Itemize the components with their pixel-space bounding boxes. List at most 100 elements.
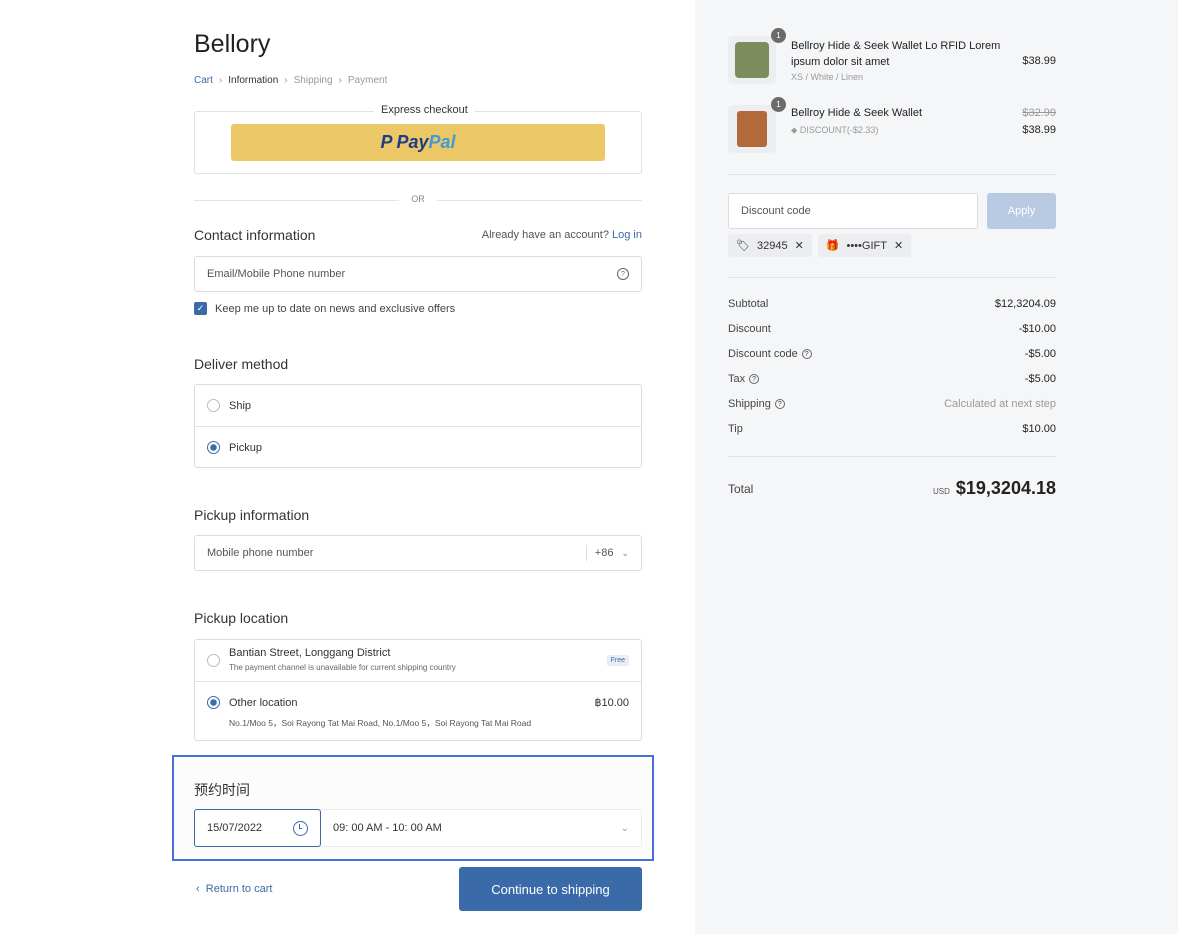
row-value: -$5.00: [1024, 373, 1056, 385]
tag-icon: ⬥: [791, 125, 798, 135]
radio-selected-icon: [207, 696, 220, 709]
breadcrumb-payment: Payment: [347, 75, 388, 86]
chevron-down-icon: ⌄: [621, 547, 629, 558]
account-prompt: Already have an account? Log in: [482, 229, 642, 241]
email-field[interactable]: Email/Mobile Phone number?: [194, 256, 642, 292]
express-checkout-label: Express checkout: [374, 104, 475, 116]
location-label: Other location: [229, 696, 298, 709]
row-value: $10.00: [1022, 423, 1056, 435]
paypal-pal: Pal: [428, 132, 456, 152]
newsletter-label: Keep me up to date on news and exclusive…: [215, 302, 456, 315]
country-code-select[interactable]: +86: [594, 547, 614, 559]
location-label: Bantian Street, Longgang District: [229, 647, 391, 659]
row-value: -$10.00: [1018, 323, 1056, 335]
product-name: Bellroy Hide & Seek Wallet Lo RFID Lorem…: [791, 40, 1001, 68]
applied-codes: 🏷 32945 ✕ 🎁 ••••GIFT ✕: [728, 234, 912, 257]
appointment-title: 预约时间: [194, 782, 250, 798]
quantity-badge: 1: [771, 28, 786, 43]
free-badge: Free: [606, 655, 629, 666]
location-option-other[interactable]: Other location ฿10.00 No.1/Moo 5，Soi Rayo…: [195, 682, 641, 740]
help-icon[interactable]: ?: [617, 268, 629, 280]
location-option-bantian[interactable]: Bantian Street, Longgang District The pa…: [195, 640, 641, 682]
chevron-right-icon: ›: [284, 75, 288, 86]
apply-button[interactable]: Apply: [987, 193, 1056, 229]
pickup-location-title: Pickup location: [194, 610, 289, 626]
discount-chip: 🏷 32945 ✕: [728, 234, 812, 257]
paypal-pay: Pay: [396, 132, 429, 152]
summary-discount: Discount -$10.00: [728, 323, 1056, 335]
radio-icon: [207, 399, 220, 412]
code-text: ••••GIFT: [846, 239, 887, 252]
help-icon[interactable]: ?: [774, 399, 785, 410]
help-icon[interactable]: ?: [801, 349, 812, 360]
or-divider: OR: [194, 194, 642, 204]
brand-logo: Bellory: [194, 30, 271, 58]
row-label: Tip: [728, 423, 743, 435]
close-icon[interactable]: ✕: [893, 240, 904, 252]
help-icon[interactable]: ?: [749, 374, 760, 385]
gift-chip: 🎁 ••••GIFT ✕: [817, 234, 912, 257]
time-value: 09: 00 AM - 10: 00 AM: [333, 822, 442, 834]
quantity-badge: 1: [771, 97, 786, 112]
paypal-logo-icon: P: [380, 132, 393, 152]
deliver-option-pickup[interactable]: Pickup: [195, 427, 641, 468]
breadcrumb-information: Information: [228, 75, 279, 86]
newsletter-checkbox[interactable]: ✓ Keep me up to date on news and exclusiv…: [194, 302, 455, 315]
original-price: $32.99: [1022, 107, 1056, 119]
chevron-down-icon: ⌄: [620, 822, 629, 834]
row-value: -$5.00: [1024, 348, 1056, 360]
deliver-options: Ship Pickup: [194, 384, 642, 468]
summary-subtotal: Subtotal $12,3204.09: [728, 298, 1056, 310]
chevron-left-icon: ‹: [196, 883, 200, 895]
option-label: Pickup: [229, 441, 263, 454]
product-discount: ⬥ DISCOUNT(-$2.33): [791, 125, 878, 136]
location-note: The payment channel is unavailable for c…: [229, 663, 456, 672]
discount-code-input[interactable]: Discount code: [728, 193, 978, 229]
chevron-right-icon: ›: [218, 75, 223, 86]
deliver-title: Deliver method: [194, 356, 289, 372]
paypal-button[interactable]: P Pay Pal: [231, 124, 605, 161]
return-to-cart-link[interactable]: ‹ Return to cart: [196, 883, 272, 895]
email-placeholder: Email/Mobile Phone number: [207, 268, 346, 280]
row-label: Tax: [728, 373, 746, 385]
contact-title: Contact information: [194, 227, 316, 243]
pickup-location-options: Bantian Street, Longgang District The pa…: [194, 639, 642, 741]
row-value: $12,3204.09: [994, 298, 1056, 310]
chevron-right-icon: ›: [338, 75, 342, 86]
breadcrumb: Cart › Information › Shipping › Payment: [194, 75, 387, 86]
row-label: Discount: [728, 323, 771, 335]
phone-placeholder: Mobile phone number: [207, 547, 314, 559]
checkbox-checked-icon: ✓: [194, 302, 207, 315]
order-summary-panel: [695, 0, 1178, 934]
continue-to-shipping-button[interactable]: Continue to shipping: [459, 867, 642, 911]
summary-total: Total USD $19,3204.18: [728, 478, 1056, 499]
product-price: $38.99: [1022, 124, 1056, 136]
close-icon[interactable]: ✕: [794, 240, 804, 252]
mobile-phone-field[interactable]: Mobile phone number +86 ⌄: [194, 535, 642, 571]
breadcrumb-cart[interactable]: Cart: [194, 75, 213, 86]
date-value: 15/07/2022: [207, 822, 263, 834]
summary-shipping: Shipping? Calculated at next step: [728, 398, 1056, 410]
summary-tip: Tip $10.00: [728, 423, 1056, 435]
summary-tax: Tax? -$5.00: [728, 373, 1056, 385]
gift-icon: 🎁: [825, 240, 840, 252]
total-label: Total: [728, 481, 754, 496]
location-price: ฿10.00: [594, 697, 629, 709]
deliver-option-ship[interactable]: Ship: [195, 385, 641, 427]
product-variant: XS / White / Linen: [791, 72, 864, 82]
summary-discount-code: Discount code? -$5.00: [728, 348, 1056, 360]
total-value: $19,3204.18: [955, 478, 1056, 498]
row-label: Discount code: [728, 348, 798, 360]
date-field[interactable]: 15/07/2022: [194, 809, 321, 847]
pickup-info-title: Pickup information: [194, 507, 310, 523]
tag-icon: 🏷: [736, 240, 750, 252]
clock-icon[interactable]: [293, 820, 308, 836]
breadcrumb-shipping: Shipping: [293, 75, 333, 86]
product-image-shorts: [728, 105, 776, 153]
product-image-shirt: [728, 36, 776, 84]
account-prompt-text: Already have an account?: [481, 229, 609, 241]
login-link[interactable]: Log in: [612, 229, 642, 241]
row-label: Subtotal: [728, 298, 769, 310]
option-label: Ship: [229, 399, 252, 412]
product-price: $38.99: [1022, 55, 1056, 67]
